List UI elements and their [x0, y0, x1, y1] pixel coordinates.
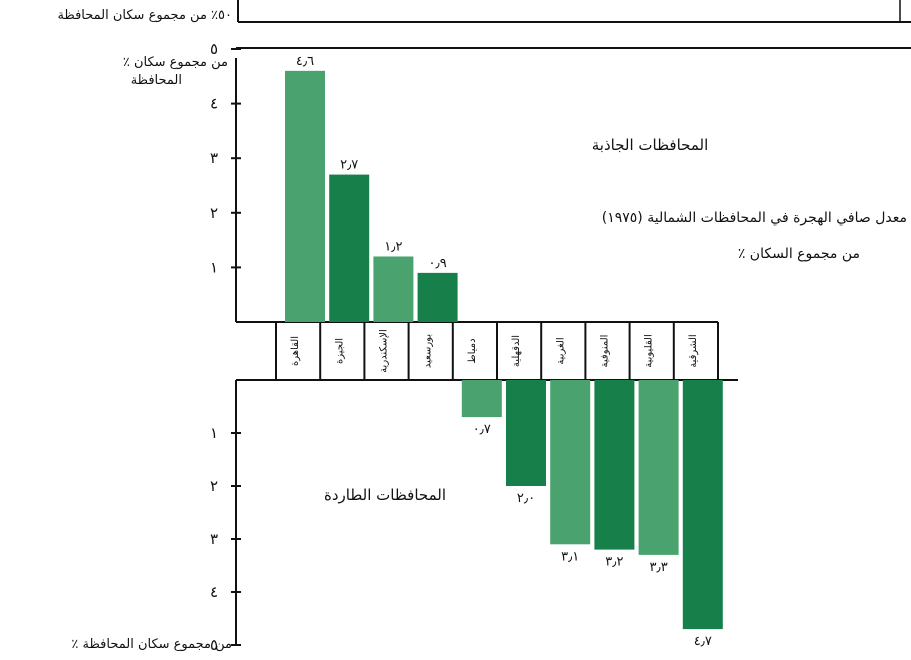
y-tick-label-neg: ٢ [210, 477, 218, 495]
value-labels: ٤٫٦ ٢٫٧ ١٫٢ ٠٫٩ ٠٫٧ ٢٫٠ ٣٫١ ٣٫٢ ٣٫٣ ٤٫٧ [296, 54, 712, 649]
bar [285, 70, 325, 322]
y-tick-label-pos: ١ [210, 258, 218, 276]
bar [461, 380, 502, 418]
top-fragment-label: ٥٠٪ من مجموع سكان المحافظة [57, 8, 232, 23]
category-label: المنوفية [600, 335, 611, 368]
bar [638, 380, 679, 555]
y-tick-label-neg: ٣ [210, 530, 218, 548]
y-tick-label-pos: ٢ [210, 204, 218, 222]
category-label: القليوبية [644, 334, 655, 368]
y-tick-label-pos: ٣ [210, 149, 218, 167]
bar-value-label: ٣٫١ [561, 549, 579, 564]
bar-value-label: ٤٫٧ [694, 634, 712, 649]
bar-value-label: ٤٫٦ [296, 54, 314, 69]
y-tick-label-pos: ٤ [210, 95, 218, 113]
bar [594, 380, 635, 550]
category-label: الجيزة [334, 338, 345, 364]
category-label: الغربية [555, 337, 566, 364]
bar [417, 272, 458, 322]
bar-value-label: ١٫٢ [384, 239, 402, 254]
bar [506, 380, 546, 486]
y-tick-label-neg: ٤ [210, 583, 218, 601]
group-label-attracting: المحافظات الجاذبة [592, 136, 708, 154]
category-band: القاهرة الجيزة الإسكندرية بورسعيد دمياط الدقه… [236, 321, 738, 381]
axis-top-label-line2: المحافظة [131, 73, 182, 88]
chart-subtitle: ٪ من مجموع السكان [738, 246, 860, 262]
category-label: دمياط [467, 338, 478, 363]
bar [550, 380, 591, 545]
bar-value-label: ٣٫٢ [605, 555, 623, 570]
bar-value-label: ٠٫٩ [429, 256, 447, 271]
bar-value-label: ٠٫٧ [473, 422, 491, 437]
bar [329, 174, 370, 322]
bar [682, 380, 723, 630]
category-label: الشرقية [688, 334, 699, 367]
bar-value-label: ٢٫٧ [340, 158, 358, 173]
bar-value-label: ٢٫٠ [517, 491, 535, 506]
category-label: بورسعيد [423, 334, 434, 368]
top-fragment: ٥٠٪ من مجموع سكان المحافظة [57, 0, 911, 23]
y-ticks-positive: ٥ ٤ ٣ ٢ ١ [210, 40, 241, 276]
axis-bottom-label: ٪ من مجموع سكان المحافظة [71, 637, 232, 652]
y-tick-label-neg: ٥ [210, 636, 218, 654]
bar [373, 256, 414, 322]
group-label-repelling: المحافظات الطاردة [324, 486, 446, 504]
category-label: الدقهلية [511, 335, 522, 367]
category-label: الإسكندرية [379, 329, 390, 373]
bars [285, 70, 723, 630]
chart-title: معدل صافي الهجرة في المحافظات الشمالية (… [602, 210, 907, 226]
y-tick-label-neg: ١ [210, 424, 218, 442]
y-ticks-negative: ١ ٢ ٣ ٤ ٥ [210, 424, 241, 654]
category-label: القاهرة [290, 336, 301, 366]
bar-value-label: ٣٫٣ [650, 560, 668, 575]
y-tick-label-pos: ٥ [210, 40, 218, 58]
axis-top-label-line1: ٪ من مجموع سكان [123, 55, 228, 70]
